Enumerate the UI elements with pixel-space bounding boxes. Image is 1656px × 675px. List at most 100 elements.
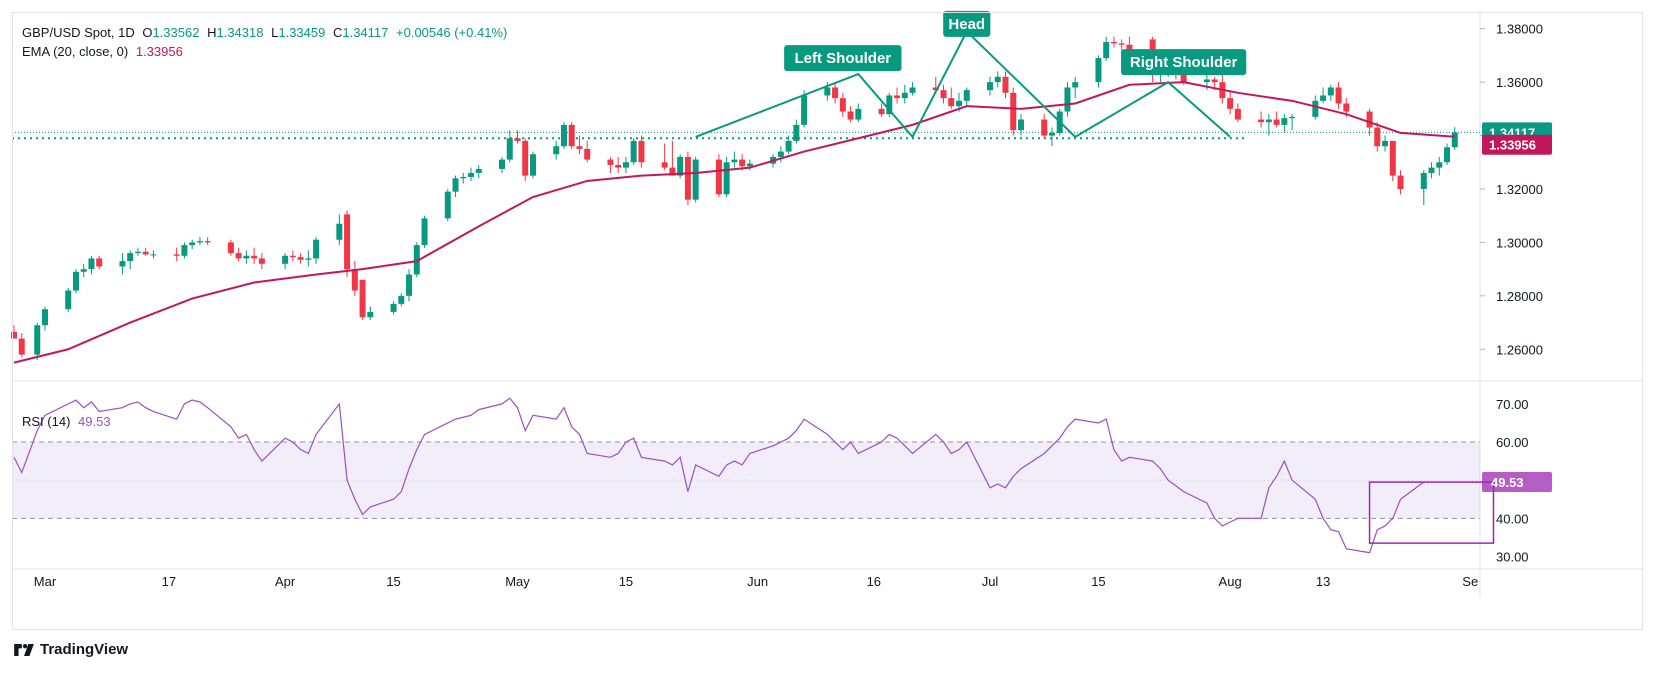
candle-body	[18, 338, 25, 355]
candle-body	[421, 218, 428, 246]
candle-body	[1428, 167, 1435, 173]
candle-body	[963, 90, 970, 101]
candle-body	[88, 258, 95, 270]
high-label: H	[207, 25, 217, 40]
low-value: 1.33459	[278, 25, 326, 40]
candle-body	[731, 159, 738, 163]
candle-body	[622, 162, 629, 168]
rsi-label[interactable]: RSI (14)	[22, 414, 71, 429]
candle-body	[1265, 119, 1272, 123]
time-tick-label: Aug	[1219, 574, 1242, 589]
candle-body	[1258, 119, 1265, 123]
candle-body	[189, 242, 196, 246]
candle-body	[684, 156, 691, 200]
candle-body	[196, 241, 203, 243]
candle-body	[1126, 44, 1133, 53]
candle-body	[1289, 116, 1296, 119]
candle-body	[994, 76, 1001, 83]
candle-body	[948, 98, 955, 107]
high-value: 1.34318	[216, 25, 264, 40]
candle-body	[855, 108, 862, 120]
candle-body	[739, 159, 746, 167]
candle-body	[72, 271, 79, 291]
candle-body	[692, 159, 699, 200]
candle-body	[630, 140, 637, 163]
candle-body	[11, 331, 17, 339]
candle-body	[475, 168, 482, 173]
rsi-tick-label: 70.00	[1496, 397, 1529, 412]
candle-body	[1273, 119, 1280, 125]
candle-body	[553, 146, 560, 155]
candle-body	[1234, 108, 1241, 120]
candle-body	[468, 172, 475, 177]
candle-body	[615, 164, 622, 168]
candle-body	[584, 148, 591, 160]
rsi-tick-label: 40.00	[1496, 511, 1529, 526]
candle-body	[560, 124, 567, 147]
ema-label[interactable]: EMA (20, close, 0)	[22, 44, 129, 59]
time-tick-label: Jul	[982, 574, 999, 589]
candle-body	[297, 257, 304, 260]
candle-body	[785, 140, 792, 152]
time-tick-label: Se	[1462, 574, 1478, 589]
candle-body	[522, 140, 529, 176]
candle-body	[359, 279, 366, 318]
candle-body	[568, 124, 575, 147]
candle-body	[1343, 103, 1350, 112]
candle-body	[987, 82, 993, 91]
symbol-title[interactable]: GBP/USD Spot, 1D	[22, 25, 135, 40]
rsi-last-tag-label: 49.53	[1491, 475, 1524, 490]
candle-body	[444, 191, 451, 219]
candle-body	[514, 138, 521, 141]
candle-body	[824, 87, 831, 96]
time-tick-label: 13	[1316, 574, 1330, 589]
candle-body	[715, 159, 722, 195]
time-tick-label: 16	[867, 574, 881, 589]
candle-body	[932, 87, 939, 91]
candle-body	[367, 311, 374, 318]
price-tick-label: 1.30000	[1496, 235, 1543, 250]
candle-body	[282, 255, 289, 264]
candle-body	[901, 92, 908, 99]
candle-body	[1451, 132, 1458, 148]
open-value: 1.33562	[152, 25, 200, 40]
candle-body	[41, 309, 48, 326]
candle-body	[65, 290, 72, 310]
candle-body	[1048, 132, 1055, 136]
candle-body	[1444, 147, 1451, 163]
candle-body	[351, 269, 358, 291]
change-value: +0.00546 (+0.41%)	[396, 25, 508, 40]
candle-body	[34, 325, 41, 355]
candle-body	[677, 156, 684, 176]
candle-body	[576, 146, 583, 149]
time-tick-label: May	[505, 574, 530, 589]
candle-body	[1010, 92, 1017, 131]
candle-body	[1017, 119, 1024, 131]
time-tick-label: Apr	[275, 574, 296, 589]
ema-value: 1.33956	[135, 44, 183, 59]
close-value: 1.34117	[342, 25, 389, 40]
tradingview-logo-icon	[14, 643, 34, 656]
candle-body	[1064, 87, 1071, 112]
open-label: O	[142, 25, 153, 40]
rsi-tick-label: 60.00	[1496, 435, 1529, 450]
candle-body	[173, 254, 180, 256]
candle-body	[413, 245, 420, 275]
candle-body	[1366, 111, 1373, 128]
candle-body	[529, 154, 536, 176]
price-tick-label: 1.38000	[1496, 22, 1543, 37]
candle-body	[1335, 87, 1342, 104]
candle-body	[723, 162, 730, 195]
candle-body	[793, 124, 800, 141]
candle-body	[1072, 82, 1079, 88]
candle-body	[227, 242, 234, 254]
pattern-label-box	[1121, 49, 1247, 76]
pattern-label: Head	[948, 16, 985, 33]
brand-label: TradingView	[40, 641, 129, 658]
candle-body	[894, 95, 901, 99]
tradingview-footer[interactable]: TradingView	[14, 641, 128, 658]
candle-body	[1211, 79, 1218, 83]
pattern-label-box	[784, 45, 902, 72]
pattern-label: Left Shoulder	[794, 50, 891, 67]
